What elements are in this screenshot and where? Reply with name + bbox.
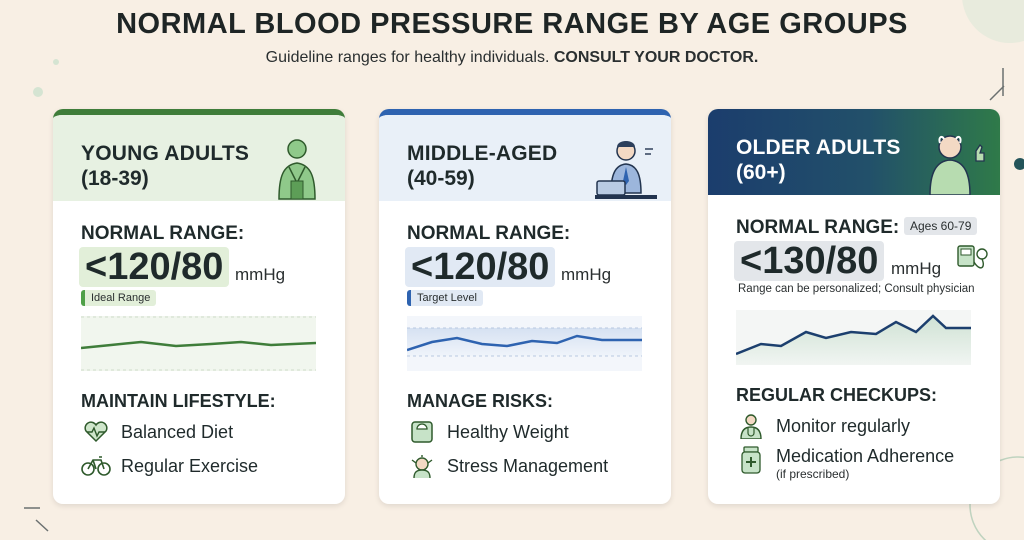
section-label: MANAGE RISKS:: [407, 391, 554, 411]
unit-label: mmHg: [561, 265, 612, 284]
list-item: Medication Adherence (if prescribed): [736, 446, 954, 481]
section-label: REGULAR CHECKUPS:: [736, 385, 938, 405]
section-label: MAINTAIN LIFESTYLE:: [81, 391, 276, 411]
list-item: Stress Management: [407, 454, 608, 478]
range-value: <120/80: [79, 247, 230, 287]
card-age-range: (40-59): [407, 167, 475, 190]
stress-icon: [407, 454, 437, 478]
list-item: Monitor regularly: [736, 414, 911, 439]
item-label: Healthy Weight: [447, 421, 569, 442]
unit-label: mmHg: [891, 259, 942, 278]
normal-range-label: NORMAL RANGE:: [81, 223, 245, 244]
card-middle-aged: MIDDLE-AGED (40-59) NORMAL RANGE: <120/8…: [379, 109, 671, 504]
normal-range-label: NORMAL RANGE:: [736, 217, 900, 238]
unit-label: mmHg: [235, 265, 286, 284]
heart-pulse-icon: [81, 420, 111, 444]
personalization-note: Range can be personalized; Consult physi…: [738, 283, 975, 295]
item-sublabel: (if prescribed): [776, 467, 850, 481]
page-title: NORMAL BLOOD PRESSURE RANGE BY AGE GROUP…: [116, 8, 908, 40]
range-value: <130/80: [734, 241, 885, 281]
item-label: Medication Adherence: [776, 446, 955, 466]
card-young-adults: YOUNG ADULTS (18-39) NORMAL RANGE: <120/…: [53, 109, 345, 504]
item-label: Stress Management: [447, 455, 609, 476]
bp-monitor-icon: [957, 245, 988, 269]
card-header: MIDDLE-AGED (40-59): [379, 115, 671, 201]
trend-sparkline: [407, 316, 642, 371]
card-older-adults: OLDER ADULTS (60+) NORMAL RANGE: Ages 60…: [708, 109, 1000, 504]
subtitle-warning: CONSULT YOUR DOCTOR.: [553, 49, 759, 66]
card-title: MIDDLE-AGED: [407, 142, 558, 165]
page-subtitle: Guideline ranges for healthy individuals…: [0, 49, 1024, 67]
list-item: Regular Exercise: [81, 454, 258, 478]
status-tag: Target Level: [407, 290, 483, 306]
card-title: YOUNG ADULTS: [81, 142, 250, 165]
list-item: Healthy Weight: [407, 420, 569, 444]
age-badge: Ages 60-79: [904, 217, 978, 235]
status-tag: Ideal Range: [81, 290, 157, 306]
item-label: Balanced Diet: [121, 421, 234, 442]
item-label: Monitor regularly: [776, 415, 911, 436]
range-value: <120/80: [405, 247, 556, 287]
normal-range-label: NORMAL RANGE:: [407, 223, 571, 244]
elderly-person-icon: [929, 135, 985, 195]
card-age-range: (60+): [736, 161, 786, 184]
item-label: Regular Exercise: [121, 455, 259, 476]
bicycle-icon: [81, 454, 111, 478]
item-text-group: Medication Adherence (if prescribed): [776, 446, 954, 481]
doctor-icon: [736, 414, 766, 439]
subtitle-text: Guideline ranges for healthy individuals…: [265, 49, 550, 66]
office-worker-icon: [595, 141, 657, 199]
medication-icon: [736, 446, 766, 474]
card-title: OLDER ADULTS: [736, 136, 901, 159]
trend-sparkline: [81, 316, 316, 371]
card-header: OLDER ADULTS (60+): [708, 109, 1000, 195]
card-age-range: (18-39): [81, 167, 149, 190]
scale-icon: [407, 420, 437, 444]
card-header: YOUNG ADULTS (18-39): [53, 115, 345, 201]
trend-sparkline: [736, 310, 971, 365]
athlete-icon: [278, 139, 316, 200]
list-item: Balanced Diet: [81, 420, 233, 444]
